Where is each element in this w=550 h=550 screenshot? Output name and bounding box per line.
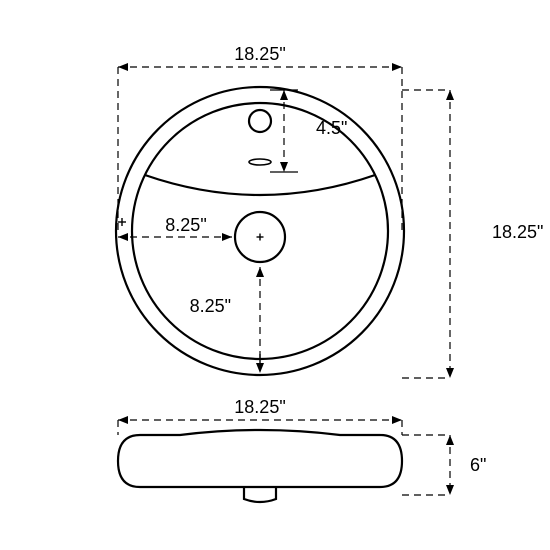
overflow-slot: [249, 159, 271, 165]
svg-text:18.25": 18.25": [234, 44, 285, 64]
deck-arc: [145, 175, 375, 195]
svg-text:4.5": 4.5": [316, 118, 347, 138]
svg-text:8.25": 8.25": [165, 215, 206, 235]
svg-text:8.25": 8.25": [190, 296, 231, 316]
svg-text:18.25": 18.25": [492, 222, 543, 242]
svg-text:6": 6": [470, 455, 486, 475]
faucet-hole: [249, 110, 271, 132]
svg-text:18.25": 18.25": [234, 397, 285, 417]
side-body: [118, 430, 402, 487]
side-drain-stub: [244, 487, 276, 502]
